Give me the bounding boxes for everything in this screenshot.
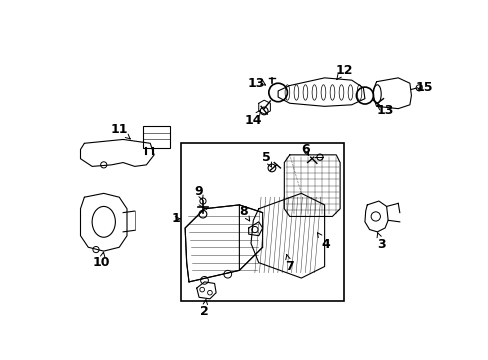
Text: 13: 13 — [376, 104, 393, 117]
Text: 13: 13 — [247, 77, 264, 90]
Text: 12: 12 — [335, 64, 352, 80]
Text: 15: 15 — [414, 81, 432, 94]
Text: 10: 10 — [93, 252, 110, 269]
Bar — [181, 143, 343, 301]
Bar — [142, 126, 169, 148]
Text: 4: 4 — [317, 233, 330, 251]
Text: 5: 5 — [262, 150, 271, 167]
Text: 14: 14 — [244, 110, 262, 127]
Text: 9: 9 — [194, 185, 203, 201]
Text: 7: 7 — [285, 255, 293, 273]
Text: 11: 11 — [110, 123, 130, 139]
Text: 1: 1 — [171, 212, 180, 225]
Text: 6: 6 — [300, 143, 309, 156]
Text: 3: 3 — [376, 233, 386, 251]
Text: 8: 8 — [239, 204, 249, 221]
Text: 2: 2 — [200, 299, 208, 318]
